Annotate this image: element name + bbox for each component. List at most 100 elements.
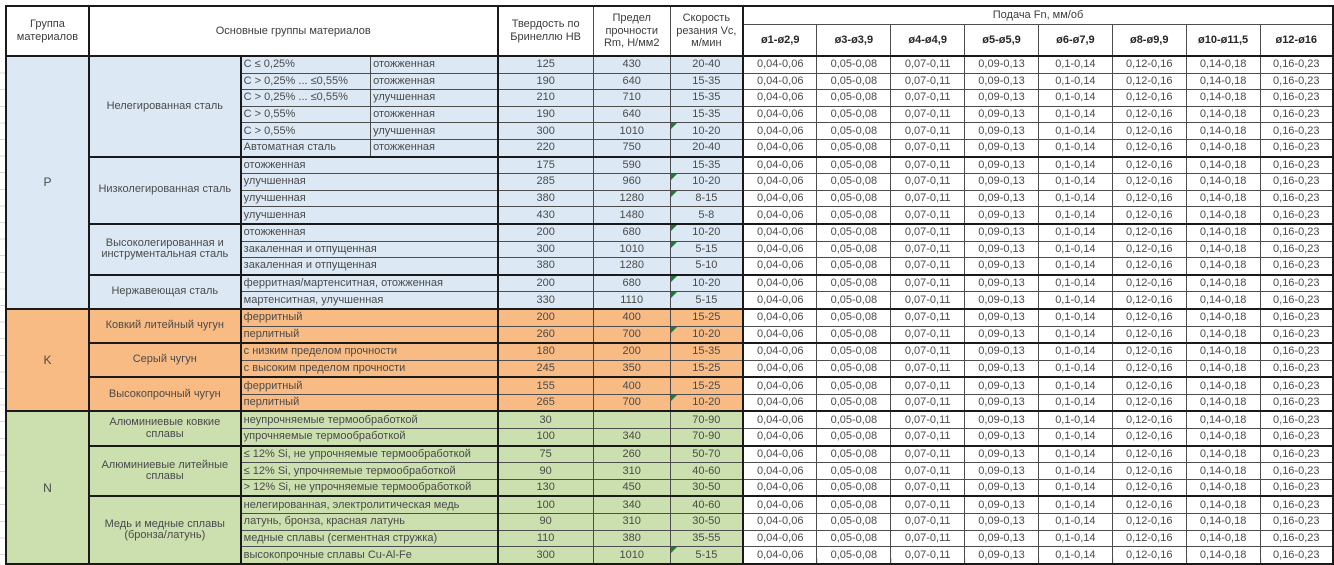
cell-feed-value[interactable]: 0,05-0,08 xyxy=(816,89,892,107)
cell-cutting-speed-vc[interactable]: 15-35 xyxy=(669,342,744,361)
cell-feed-value[interactable]: 0,05-0,08 xyxy=(816,307,892,327)
cell-strength-rm[interactable]: 960 xyxy=(592,173,671,191)
cell-feed-value[interactable]: 0,12-0,16 xyxy=(1111,495,1187,515)
cell-feed-value[interactable]: 0,14-0,18 xyxy=(1185,546,1261,565)
cell-strength-rm[interactable]: 340 xyxy=(592,495,671,515)
cell-feed-value[interactable]: 0,16-0,23 xyxy=(1259,291,1334,310)
cell-feed-value[interactable]: 0,09-0,13 xyxy=(964,495,1039,515)
cell-feed-value[interactable]: 0,1-0,14 xyxy=(1037,359,1113,378)
cell-feed-value[interactable]: 0,04-0,06 xyxy=(742,240,818,259)
cell-strength-rm[interactable]: 640 xyxy=(592,105,671,124)
cell-material-family[interactable]: Алюминиевые литейные сплавы xyxy=(87,444,242,497)
cell-feed-value[interactable]: 0,09-0,13 xyxy=(964,307,1039,327)
cell-feed-value[interactable]: 0,04-0,06 xyxy=(742,444,818,464)
cell-submaterial[interactable]: с низким пределом прочности xyxy=(239,342,499,361)
cell-feed-value[interactable]: 0,05-0,08 xyxy=(816,410,892,430)
cell-feed-value[interactable]: 0,1-0,14 xyxy=(1037,410,1113,430)
cell-feed-value[interactable]: 0,1-0,14 xyxy=(1037,155,1113,175)
cell-feed-value[interactable]: 0,09-0,13 xyxy=(964,240,1039,259)
cell-hardness-hb[interactable]: 100 xyxy=(496,495,594,515)
cell-strength-rm[interactable]: 350 xyxy=(592,359,671,378)
cell-strength-rm[interactable]: 430 xyxy=(592,54,671,74)
cell-feed-value[interactable]: 0,12-0,16 xyxy=(1111,410,1187,430)
cell-feed-value[interactable]: 0,07-0,11 xyxy=(890,325,966,344)
cell-feed-value[interactable]: 0,07-0,11 xyxy=(890,155,966,175)
cell-feed-value[interactable]: 0,05-0,08 xyxy=(816,495,892,515)
header-feed-diameter[interactable]: ø8-ø9,9 xyxy=(1111,24,1187,57)
cell-feed-value[interactable]: 0,07-0,11 xyxy=(890,342,966,361)
cell-hardness-hb[interactable]: 125 xyxy=(496,54,594,74)
cell-submaterial[interactable]: ферритный xyxy=(239,307,499,327)
header-feed-diameter[interactable]: ø12-ø16 xyxy=(1259,24,1334,57)
cell-feed-value[interactable]: 0,07-0,11 xyxy=(890,462,966,480)
cell-feed-value[interactable]: 0,16-0,23 xyxy=(1259,376,1334,395)
cell-feed-value[interactable]: 0,05-0,08 xyxy=(816,325,892,344)
cell-feed-value[interactable]: 0,1-0,14 xyxy=(1037,307,1113,327)
cell-feed-value[interactable]: 0,09-0,13 xyxy=(964,393,1039,412)
cell-feed-value[interactable]: 0,07-0,11 xyxy=(890,393,966,412)
cell-feed-value[interactable]: 0,1-0,14 xyxy=(1037,444,1113,464)
cell-material-family[interactable]: Медь и медные сплавы (бронза/латунь) xyxy=(87,495,242,565)
cell-feed-value[interactable]: 0,05-0,08 xyxy=(816,155,892,175)
cell-strength-rm[interactable]: 640 xyxy=(592,72,671,91)
cell-strength-rm[interactable]: 1280 xyxy=(592,257,671,276)
cell-feed-value[interactable]: 0,05-0,08 xyxy=(816,428,892,447)
cell-feed-value[interactable]: 0,14-0,18 xyxy=(1185,462,1261,480)
cell-feed-value[interactable]: 0,09-0,13 xyxy=(964,173,1039,191)
cell-strength-rm[interactable]: 1480 xyxy=(592,206,671,225)
cell-submaterial[interactable]: закаленная и отпущенная xyxy=(239,257,499,276)
cell-feed-value[interactable]: 0,05-0,08 xyxy=(816,105,892,124)
cell-cutting-speed-vc[interactable]: 10-20 xyxy=(669,222,744,242)
cell-cutting-speed-vc[interactable]: 15-35 xyxy=(669,155,744,175)
cell-feed-value[interactable]: 0,16-0,23 xyxy=(1259,428,1334,447)
cell-feed-value[interactable]: 0,1-0,14 xyxy=(1037,529,1113,548)
cell-submaterial[interactable]: ферритная/мартенситная, отожженная xyxy=(239,273,499,293)
cell-cutting-speed-vc[interactable]: 5-15 xyxy=(669,291,744,310)
cell-feed-value[interactable]: 0,12-0,16 xyxy=(1111,444,1187,464)
cell-feed-value[interactable]: 0,1-0,14 xyxy=(1037,513,1113,531)
cell-feed-value[interactable]: 0,16-0,23 xyxy=(1259,462,1334,480)
cell-cutting-speed-vc[interactable]: 10-20 xyxy=(669,173,744,191)
cell-feed-value[interactable]: 0,12-0,16 xyxy=(1111,155,1187,175)
header-feed-title[interactable]: Подача Fn, мм/об xyxy=(742,5,1334,25)
cell-feed-value[interactable]: 0,14-0,18 xyxy=(1185,393,1261,412)
cell-feed-value[interactable]: 0,05-0,08 xyxy=(816,529,892,548)
cell-feed-value[interactable]: 0,12-0,16 xyxy=(1111,206,1187,225)
cell-feed-value[interactable]: 0,09-0,13 xyxy=(964,72,1039,91)
cell-feed-value[interactable]: 0,09-0,13 xyxy=(964,444,1039,464)
cell-feed-value[interactable]: 0,14-0,18 xyxy=(1185,173,1261,191)
cell-feed-value[interactable]: 0,07-0,11 xyxy=(890,291,966,310)
cell-hardness-hb[interactable]: 155 xyxy=(496,376,594,395)
cell-hardness-hb[interactable]: 245 xyxy=(496,359,594,378)
cell-strength-rm[interactable]: 400 xyxy=(592,307,671,327)
cell-feed-value[interactable]: 0,04-0,06 xyxy=(742,495,818,515)
cell-feed-value[interactable]: 0,14-0,18 xyxy=(1185,122,1261,140)
cell-feed-value[interactable]: 0,16-0,23 xyxy=(1259,138,1334,158)
cell-hardness-hb[interactable]: 190 xyxy=(496,72,594,91)
cell-feed-value[interactable]: 0,04-0,06 xyxy=(742,72,818,91)
cell-feed-value[interactable]: 0,12-0,16 xyxy=(1111,105,1187,124)
cell-feed-value[interactable]: 0,04-0,06 xyxy=(742,138,818,158)
cell-feed-value[interactable]: 0,1-0,14 xyxy=(1037,273,1113,293)
cell-feed-value[interactable]: 0,16-0,23 xyxy=(1259,173,1334,191)
cell-feed-value[interactable]: 0,1-0,14 xyxy=(1037,478,1113,497)
cell-cutting-speed-vc[interactable]: 30-50 xyxy=(669,478,744,497)
cell-feed-value[interactable]: 0,07-0,11 xyxy=(890,410,966,430)
cell-feed-value[interactable]: 0,04-0,06 xyxy=(742,222,818,242)
cell-feed-value[interactable]: 0,07-0,11 xyxy=(890,122,966,140)
cell-feed-value[interactable]: 0,05-0,08 xyxy=(816,376,892,395)
cell-feed-value[interactable]: 0,04-0,06 xyxy=(742,478,818,497)
cell-feed-value[interactable]: 0,04-0,06 xyxy=(742,307,818,327)
cell-feed-value[interactable]: 0,12-0,16 xyxy=(1111,122,1187,140)
cell-material-family[interactable]: Ковкий литейный чугун xyxy=(87,307,242,344)
cell-material-family[interactable]: Алюминиевые ковкие сплавы xyxy=(87,410,242,447)
cell-feed-value[interactable]: 0,1-0,14 xyxy=(1037,325,1113,344)
cell-feed-value[interactable]: 0,1-0,14 xyxy=(1037,105,1113,124)
cell-material-family[interactable]: Нержавеющая сталь xyxy=(87,273,242,310)
cell-feed-value[interactable]: 0,1-0,14 xyxy=(1037,462,1113,480)
cell-hardness-hb[interactable]: 300 xyxy=(496,546,594,565)
cell-feed-value[interactable]: 0,05-0,08 xyxy=(816,173,892,191)
cell-feed-value[interactable]: 0,16-0,23 xyxy=(1259,122,1334,140)
cell-feed-value[interactable]: 0,05-0,08 xyxy=(816,240,892,259)
cell-feed-value[interactable]: 0,12-0,16 xyxy=(1111,138,1187,158)
